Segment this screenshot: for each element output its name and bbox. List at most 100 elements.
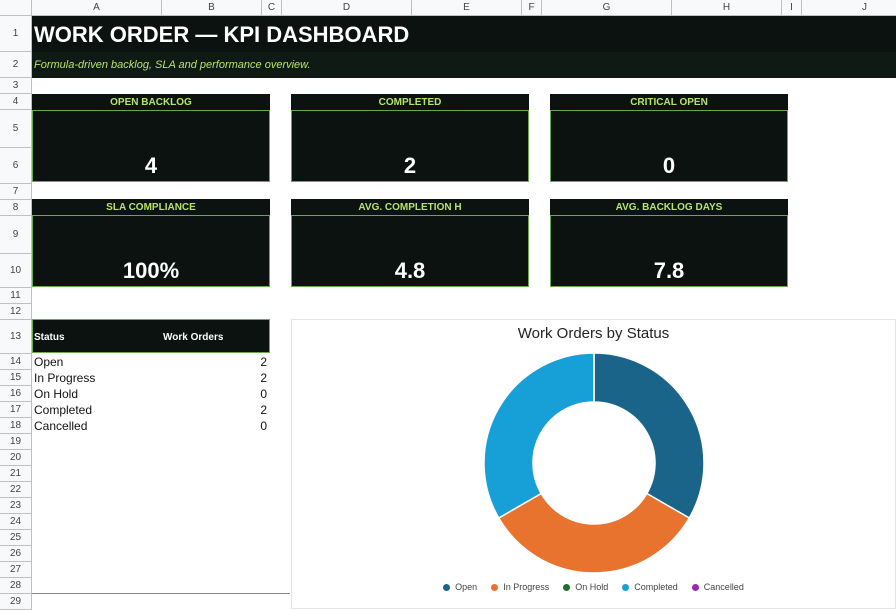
row-header-17[interactable]: 17 [0, 402, 32, 418]
row-header-18[interactable]: 18 [0, 418, 32, 434]
dashboard-title: WORK ORDER — KPI DASHBOARD [32, 16, 896, 52]
count-cell: 0 [260, 419, 267, 433]
row-header-6[interactable]: 6 [0, 148, 32, 184]
status-cell: Completed [34, 403, 93, 417]
dashboard-subtitle: Formula-driven backlog, SLA and performa… [32, 52, 896, 78]
kpi-sla-compliance-value: 100% [122, 258, 180, 283]
row-header-16[interactable]: 16 [0, 386, 32, 402]
select-all-corner[interactable] [0, 0, 32, 16]
count-cell: 0 [260, 387, 267, 401]
column-header-j[interactable]: J [802, 0, 896, 16]
column-header-g[interactable]: G [542, 0, 672, 16]
kpi-avg-backlog-label: AVG. BACKLOG DAYS [550, 199, 788, 215]
slice-in-progress[interactable] [497, 492, 691, 574]
status-donut-chart[interactable]: Work Orders by Status Open In Progress On … [291, 319, 896, 609]
table-row[interactable]: Completed 2 [32, 402, 270, 418]
column-header-b[interactable]: B [162, 0, 262, 16]
row-header-23[interactable]: 23 [0, 498, 32, 514]
kpi-completed-value: 2 [403, 153, 417, 178]
legend-label: Open [455, 582, 478, 592]
row-header-21[interactable]: 21 [0, 466, 32, 482]
slice-open[interactable] [593, 352, 705, 520]
legend-item-in-progress[interactable]: In Progress [491, 582, 549, 592]
row-header-15[interactable]: 15 [0, 370, 32, 386]
legend-label: Completed [634, 582, 678, 592]
slice-completed[interactable] [483, 352, 595, 520]
legend-label: Cancelled [703, 582, 744, 592]
legend-swatch [622, 583, 630, 591]
row-header-11[interactable]: 11 [0, 288, 32, 304]
row-header-14[interactable]: 14 [0, 354, 32, 370]
legend-swatch [691, 583, 699, 591]
column-header-h[interactable]: H [672, 0, 782, 16]
table-row[interactable]: Open 2 [32, 354, 270, 370]
kpi-avg-backlog-card[interactable]: 7.8 [550, 215, 788, 287]
status-cell: In Progress [34, 371, 96, 385]
donut-svg [483, 352, 705, 574]
row-header-12[interactable]: 12 [0, 304, 32, 320]
row-header-24[interactable]: 24 [0, 514, 32, 530]
row-header-13[interactable]: 13 [0, 320, 32, 354]
row-header-27[interactable]: 27 [0, 562, 32, 578]
row-header-4[interactable]: 4 [0, 94, 32, 110]
kpi-critical-open-card[interactable]: 0 [550, 110, 788, 182]
row-header-10[interactable]: 10 [0, 254, 32, 288]
row-header-9[interactable]: 9 [0, 216, 32, 254]
row-header-7[interactable]: 7 [0, 184, 32, 200]
legend-label: In Progress [503, 582, 550, 592]
work-orders-column-header: Work Orders [163, 332, 224, 343]
kpi-open-backlog-label: OPEN BACKLOG [32, 94, 270, 110]
kpi-avg-completion-value: 4.8 [394, 258, 426, 283]
chart-title: Work Orders by Status [517, 325, 670, 342]
count-cell: 2 [260, 371, 267, 385]
count-cell: 2 [260, 403, 267, 417]
column-header-f[interactable]: F [522, 0, 542, 16]
row-header-20[interactable]: 20 [0, 450, 32, 466]
legend-item-open[interactable]: Open [443, 582, 477, 592]
kpi-avg-completion-card[interactable]: 4.8 [291, 215, 529, 287]
legend-swatch [563, 583, 571, 591]
kpi-sla-compliance-card[interactable]: 100% [32, 215, 270, 287]
legend-item-completed[interactable]: Completed [622, 582, 678, 592]
table-row[interactable]: Cancelled 0 [32, 418, 270, 434]
kpi-completed-label: COMPLETED [291, 94, 529, 110]
row-header-2[interactable]: 2 [0, 52, 32, 78]
column-header-a[interactable]: A [32, 0, 162, 16]
row-header-25[interactable]: 25 [0, 530, 32, 546]
column-header-c[interactable]: C [262, 0, 282, 16]
kpi-critical-open-value: 0 [662, 153, 676, 178]
count-cell: 2 [260, 355, 267, 369]
row-header-22[interactable]: 22 [0, 482, 32, 498]
status-cell: Cancelled [34, 419, 88, 433]
table-row[interactable]: On Hold 0 [32, 386, 270, 402]
kpi-avg-backlog-value: 7.8 [653, 258, 685, 283]
column-header-d[interactable]: D [282, 0, 412, 16]
kpi-sla-compliance-label: SLA COMPLIANCE [32, 199, 270, 215]
status-table-header[interactable]: Status Work Orders [32, 319, 270, 353]
kpi-completed-card[interactable]: 2 [291, 110, 529, 182]
row-header-8[interactable]: 8 [0, 200, 32, 216]
legend-item-cancelled[interactable]: Cancelled [691, 582, 744, 592]
column-header-i[interactable]: I [782, 0, 802, 16]
row-header-3[interactable]: 3 [0, 78, 32, 94]
kpi-open-backlog-value: 4 [144, 153, 158, 178]
legend-swatch [491, 583, 499, 591]
status-cell: On Hold [34, 387, 79, 401]
kpi-open-backlog-card[interactable]: 4 [32, 110, 270, 182]
row-header-26[interactable]: 26 [0, 546, 32, 562]
legend-swatch [443, 583, 451, 591]
row-header-19[interactable]: 19 [0, 434, 32, 450]
table-bottom-border [32, 593, 290, 594]
row-header-28[interactable]: 28 [0, 578, 32, 594]
row-header-1[interactable]: 1 [0, 16, 32, 52]
kpi-avg-completion-label: AVG. COMPLETION H [291, 199, 529, 215]
legend-item-on-hold[interactable]: On Hold [563, 582, 608, 592]
row-header-29[interactable]: 29 [0, 594, 32, 610]
status-cell: Open [34, 355, 64, 369]
column-header-e[interactable]: E [412, 0, 522, 16]
status-column-header: Status [34, 332, 65, 343]
table-row[interactable]: In Progress 2 [32, 370, 270, 386]
legend-label: On Hold [575, 582, 609, 592]
row-header-5[interactable]: 5 [0, 110, 32, 148]
